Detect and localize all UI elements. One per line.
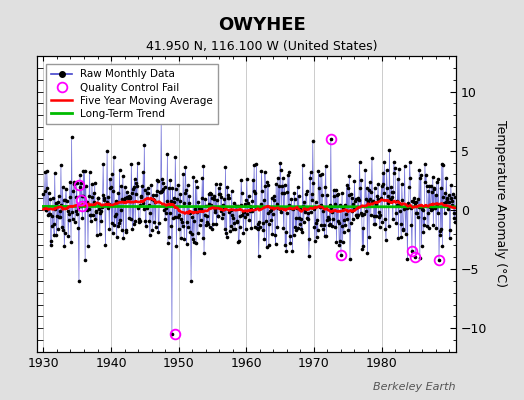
Text: Berkeley Earth: Berkeley Earth	[374, 382, 456, 392]
Y-axis label: Temperature Anomaly (°C): Temperature Anomaly (°C)	[494, 120, 507, 288]
Text: OWYHEE: OWYHEE	[218, 16, 306, 34]
Legend: Raw Monthly Data, Quality Control Fail, Five Year Moving Average, Long-Term Tren: Raw Monthly Data, Quality Control Fail, …	[46, 64, 219, 124]
Text: 41.950 N, 116.100 W (United States): 41.950 N, 116.100 W (United States)	[146, 40, 378, 53]
